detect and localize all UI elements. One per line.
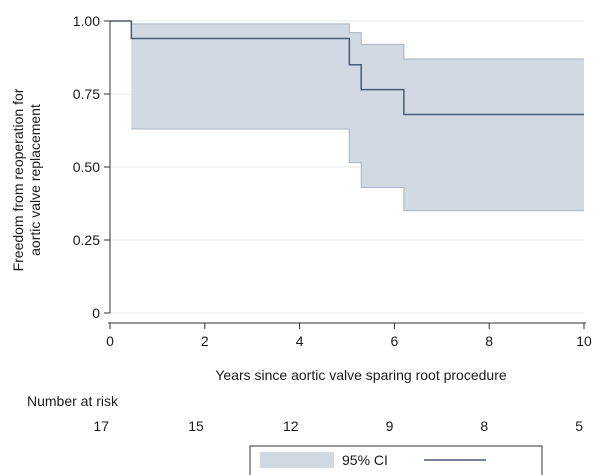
risk-value-1: 15 [188, 418, 204, 434]
y-axis-title-line-1: Freedom from reoperation for [10, 88, 26, 271]
ci-lower-edge [131, 128, 584, 212]
survival-curve-0 [110, 20, 584, 116]
legend-ci-label: 95% CI [342, 452, 388, 468]
risk-value-2: 12 [283, 418, 299, 434]
legend: 95% CI [249, 445, 543, 475]
risk-table-title: Number at risk [27, 393, 119, 409]
y-tick-label-1: 0.25 [73, 232, 100, 248]
x-tick-label-3: 6 [391, 333, 399, 349]
ci-upper-edge [131, 23, 584, 60]
ci-band [131, 23, 584, 211]
risk-value-3: 9 [386, 418, 394, 434]
x-tick-label-2: 4 [296, 333, 304, 349]
y-tick-label-3: 0.75 [73, 86, 100, 102]
risk-table-values: 17 15 12 9 8 5 [93, 418, 583, 434]
risk-value-5: 5 [575, 418, 583, 434]
y-tick-label-0: 0 [92, 305, 100, 321]
risk-value-4: 8 [480, 418, 488, 434]
x-axis: 0 2 4 6 8 10 [106, 322, 592, 349]
x-tick-label-4: 8 [485, 333, 493, 349]
legend-ci-swatch [260, 452, 334, 468]
x-tick-label-5: 10 [576, 333, 592, 349]
x-tick-label-1: 2 [201, 333, 209, 349]
ci-band-layer [131, 23, 584, 212]
risk-value-0: 17 [93, 418, 109, 434]
y-axis-title-line-2: aortic valve replacement [27, 104, 43, 256]
y-axis: 0 0.25 0.50 0.75 1.00 [73, 13, 111, 321]
x-tick-label-0: 0 [106, 333, 114, 349]
y-tick-label-2: 0.50 [73, 159, 100, 175]
y-tick-label-4: 1.00 [73, 13, 100, 29]
x-axis-title: Years since aortic valve sparing root pr… [215, 367, 507, 383]
survival-curve-layer [110, 20, 584, 116]
